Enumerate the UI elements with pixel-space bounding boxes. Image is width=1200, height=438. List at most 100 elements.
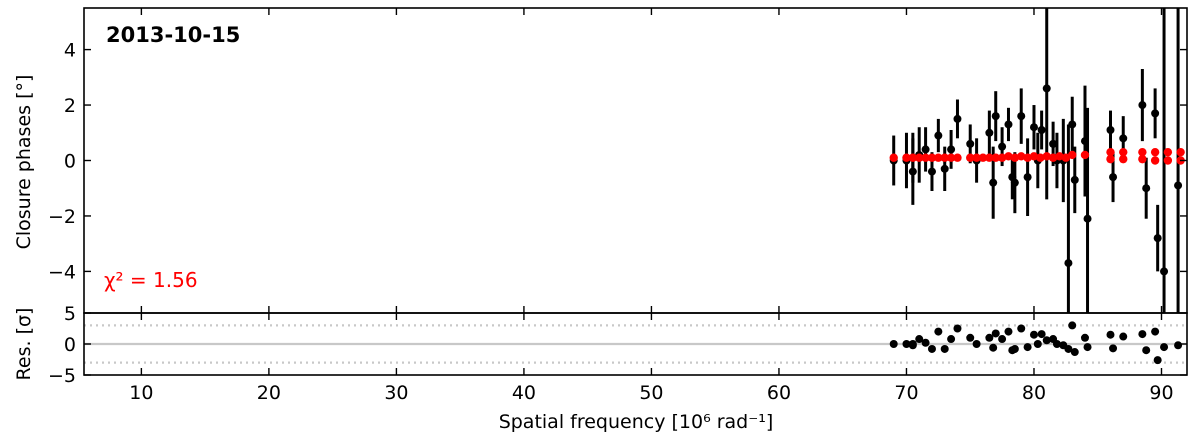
residual-point bbox=[902, 340, 911, 348]
observed-point bbox=[1151, 109, 1160, 118]
model-point bbox=[972, 153, 981, 162]
model-point bbox=[934, 153, 943, 162]
observed-point bbox=[991, 112, 1000, 121]
observed-point bbox=[1153, 234, 1162, 243]
y-tick-label: 0 bbox=[64, 334, 76, 356]
residual-point bbox=[1023, 343, 1032, 352]
residual-point bbox=[1174, 341, 1183, 350]
observed-point bbox=[1138, 101, 1147, 110]
model-point bbox=[1138, 147, 1147, 157]
observed-point bbox=[1080, 137, 1089, 146]
model-point bbox=[1163, 147, 1173, 157]
model-point bbox=[1023, 153, 1032, 162]
chi2-label: χ² = 1.56 bbox=[104, 268, 198, 292]
residual-point bbox=[1033, 340, 1042, 348]
residual-point bbox=[985, 333, 994, 342]
residual-point bbox=[915, 335, 924, 344]
model-point bbox=[1119, 147, 1128, 157]
model-point bbox=[1017, 152, 1026, 161]
x-tick-label: 30 bbox=[384, 382, 408, 404]
model-point bbox=[991, 153, 1000, 162]
observed-point bbox=[1004, 120, 1013, 129]
residual-point bbox=[1017, 324, 1026, 333]
model-point bbox=[1163, 156, 1173, 165]
model-point bbox=[1106, 154, 1115, 164]
residual-point bbox=[989, 343, 998, 352]
y-tick-label: −5 bbox=[48, 365, 76, 387]
model-point bbox=[1010, 153, 1020, 162]
residual-point bbox=[1052, 340, 1061, 348]
observed-point bbox=[1064, 259, 1073, 268]
observed-point bbox=[1037, 126, 1046, 134]
observed-point bbox=[1083, 214, 1092, 223]
y-tick-label: −4 bbox=[48, 261, 76, 283]
model-point bbox=[1080, 150, 1090, 160]
model-point bbox=[1036, 153, 1045, 162]
x-tick-label: 40 bbox=[512, 382, 536, 404]
residual-point bbox=[1119, 332, 1128, 341]
model-point bbox=[902, 153, 911, 162]
observed-point bbox=[1160, 267, 1169, 276]
observed-point bbox=[989, 178, 998, 187]
x-tick-label: 90 bbox=[1149, 382, 1173, 404]
residual-point bbox=[1004, 327, 1013, 336]
model-point bbox=[1176, 147, 1185, 157]
model-point bbox=[908, 153, 918, 162]
model-point bbox=[1119, 154, 1128, 164]
model-point bbox=[946, 153, 956, 162]
top-y-axis-label: Closure phases [°] bbox=[13, 75, 35, 250]
model-point bbox=[940, 153, 949, 162]
residual-point bbox=[1138, 330, 1147, 339]
y-tick-label: 2 bbox=[64, 95, 76, 117]
top-y-ticks: −4 −2 0 2 4 bbox=[48, 40, 1187, 283]
model-point bbox=[889, 153, 898, 162]
model-point bbox=[953, 153, 962, 162]
residual-point bbox=[1106, 330, 1115, 339]
model-point bbox=[1138, 154, 1147, 164]
residual-points bbox=[889, 321, 1183, 365]
observed-point bbox=[1029, 123, 1038, 132]
bottom-y-axis-label: Res. [σ] bbox=[13, 308, 35, 381]
observed-point bbox=[1042, 84, 1051, 93]
top-observed-points bbox=[889, 84, 1183, 276]
bottom-panel-frame bbox=[83, 312, 1188, 376]
y-tick-label: −2 bbox=[48, 206, 76, 228]
observed-point bbox=[1017, 112, 1026, 121]
date-label: 2013-10-15 bbox=[106, 23, 240, 47]
residual-point bbox=[927, 344, 936, 353]
residual-point bbox=[998, 335, 1007, 344]
residual-point bbox=[953, 324, 962, 333]
observed-point bbox=[940, 164, 949, 173]
x-tick-label: 70 bbox=[894, 382, 918, 404]
closure-phase-panel: −4 −2 0 2 4 2013-10-15 χ² = 1.56 Closure pha… bbox=[13, 7, 1188, 314]
observed-point bbox=[947, 145, 956, 154]
residual-point bbox=[1010, 344, 1019, 353]
observed-point bbox=[927, 167, 936, 176]
model-point bbox=[1150, 147, 1160, 157]
residual-point bbox=[1068, 321, 1077, 330]
residual-point bbox=[908, 341, 917, 350]
residual-point bbox=[991, 329, 1000, 338]
residual-point bbox=[934, 327, 943, 336]
observed-point bbox=[1106, 126, 1115, 134]
observed-point bbox=[921, 145, 930, 154]
observed-point bbox=[908, 167, 917, 176]
x-axis-label: Spatial frequency [10⁶ rad⁻¹] bbox=[499, 411, 774, 433]
residual-point bbox=[1153, 356, 1162, 365]
model-point bbox=[1061, 153, 1071, 162]
y-tick-label: 5 bbox=[64, 303, 76, 325]
model-point bbox=[1106, 147, 1115, 157]
model-point bbox=[927, 153, 937, 162]
observed-point bbox=[966, 139, 975, 148]
x-tick-label: 80 bbox=[1022, 382, 1046, 404]
residual-point bbox=[947, 335, 956, 344]
model-point bbox=[921, 153, 930, 162]
observed-point bbox=[998, 142, 1007, 151]
x-tick-label: 10 bbox=[129, 382, 153, 404]
x-tick-label: 60 bbox=[767, 382, 791, 404]
residual-point bbox=[1064, 344, 1073, 353]
model-point bbox=[1068, 150, 1077, 160]
observed-point bbox=[985, 128, 994, 137]
residual-point bbox=[940, 344, 949, 353]
